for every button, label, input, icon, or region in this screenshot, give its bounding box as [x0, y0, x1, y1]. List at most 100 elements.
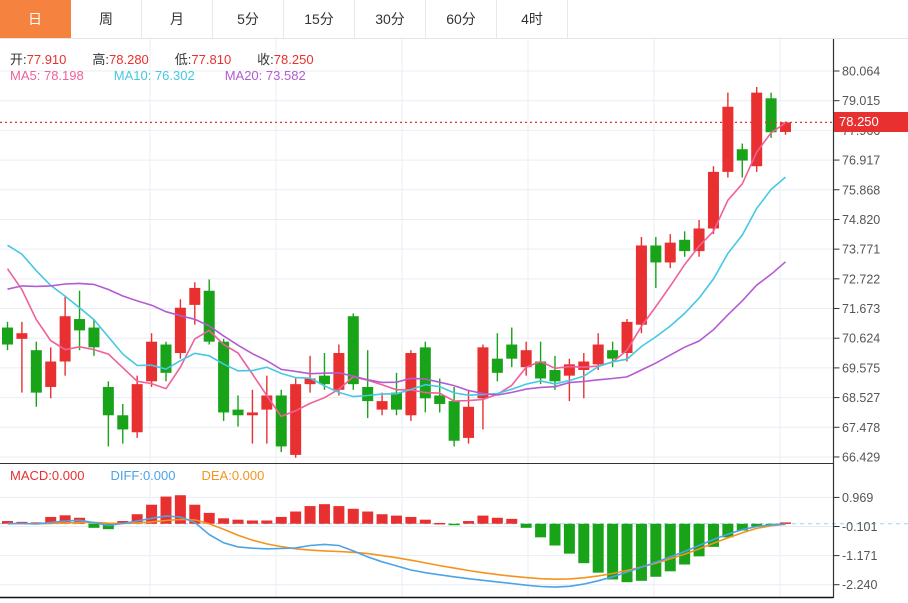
candle-body [780, 122, 791, 132]
candle-body [765, 98, 777, 133]
macd-bar [635, 523, 647, 581]
macd-bar [722, 523, 734, 538]
macd-axis-label: -1.171 [842, 549, 877, 563]
y-axis-label: 66.429 [842, 450, 880, 464]
candle-body [347, 316, 359, 385]
candle-body [232, 409, 244, 416]
macd-bar [376, 514, 388, 524]
candle-body [563, 364, 575, 376]
candle-body [246, 412, 258, 416]
macd-bar [607, 523, 619, 580]
candle-body [736, 149, 748, 161]
y-axis-label: 68.527 [842, 391, 880, 405]
macd-axis-labels: 0.969 -0.101 -1.171 -2.240 [833, 491, 877, 592]
macd-bar [318, 504, 330, 524]
candle-body [477, 347, 489, 399]
macd-bar [434, 522, 446, 525]
candle-body [16, 333, 28, 339]
ma20-value: 73.582 [265, 68, 306, 83]
y-axis-label: 72.722 [842, 272, 880, 286]
tab-日[interactable]: 日 [0, 0, 71, 38]
candle-body [592, 344, 604, 365]
macd-axis-label: -0.101 [842, 520, 877, 534]
macd-bar [549, 523, 561, 546]
macd-bar [650, 523, 662, 577]
candle-body [679, 239, 691, 252]
high-value: 78.280 [109, 52, 149, 67]
candle-body [635, 245, 647, 325]
y-axis-label: 76.917 [842, 154, 880, 168]
ma20-label: MA20: [224, 68, 263, 83]
tab-周[interactable]: 周 [71, 0, 142, 38]
ma10-value: 76.302 [154, 68, 195, 83]
ma5-label: MA5: [10, 68, 41, 83]
candle-body [146, 341, 158, 382]
candle-body [290, 384, 302, 455]
candle-body [318, 375, 330, 385]
candle-body [506, 344, 518, 359]
macd-bar [189, 504, 201, 524]
candle-body [621, 321, 633, 354]
candle-body [463, 406, 475, 438]
macd-bars [2, 495, 791, 583]
macd-bar [693, 523, 705, 557]
open-label: 开: [10, 52, 27, 67]
dea-value: 0.000 [231, 468, 265, 483]
macd-bar [592, 523, 604, 573]
close-value: 78.250 [273, 52, 314, 67]
y-axis-label: 73.771 [842, 243, 880, 257]
tab-30分[interactable]: 30分 [355, 0, 426, 38]
macd-bar [477, 515, 489, 524]
macd-bar [2, 521, 13, 524]
ma-legend: MA5: 78.198 MA10: 76.302 MA20: 73.582 [10, 68, 306, 83]
candle-body [88, 327, 100, 348]
macd-bar [448, 523, 460, 526]
macd-bar [664, 523, 676, 572]
tab-60分[interactable]: 60分 [426, 0, 497, 38]
candle-body [117, 415, 129, 430]
macd-bar [347, 508, 359, 524]
candle-body [664, 242, 676, 263]
candle-body [707, 171, 719, 229]
diff-line [7, 515, 786, 588]
last-price-tag: 78.250 [834, 112, 908, 132]
macd-bar [751, 523, 763, 527]
y-axis-label: 67.478 [842, 421, 880, 435]
candle-body [174, 307, 186, 354]
macd-bar [117, 521, 129, 524]
tab-5分[interactable]: 5分 [213, 0, 284, 38]
macd-bar [391, 515, 402, 524]
macd-bar [520, 523, 532, 528]
y-axis-label: 75.868 [842, 183, 880, 197]
macd-legend: MACD:0.000 DIFF:0.000 DEA:0.000 [10, 468, 264, 483]
tab-15分[interactable]: 15分 [284, 0, 355, 38]
tab-月[interactable]: 月 [142, 0, 213, 38]
ohlc-legend: 开:77.910 高:78.280 低:77.810 收:78.250 [10, 49, 314, 68]
candle-body [45, 361, 57, 387]
tab-4时[interactable]: 4时 [497, 0, 568, 38]
open-value: 77.910 [26, 52, 67, 67]
macd-bar [160, 496, 172, 524]
candle-body [362, 386, 374, 402]
macd-bar [218, 518, 230, 524]
candle-body [434, 395, 446, 404]
ma5-value: 78.198 [43, 68, 84, 83]
candle-body [203, 290, 215, 342]
candle-body [448, 401, 460, 441]
macd-bar [174, 495, 186, 524]
macd-bar [88, 523, 100, 528]
macd-bar [736, 523, 748, 531]
macd-bar [535, 523, 547, 538]
candle-body [2, 327, 13, 345]
candle-body [607, 350, 619, 359]
diff-label: DIFF: [110, 468, 143, 483]
macd-bar [290, 511, 302, 524]
macd-bar [146, 504, 158, 524]
macd-bar [102, 523, 114, 530]
high-label: 高: [92, 52, 110, 67]
period-tabbar: 日周月 5分 15分 30分 60分 4时 [0, 0, 908, 39]
macd-bar [679, 523, 691, 565]
